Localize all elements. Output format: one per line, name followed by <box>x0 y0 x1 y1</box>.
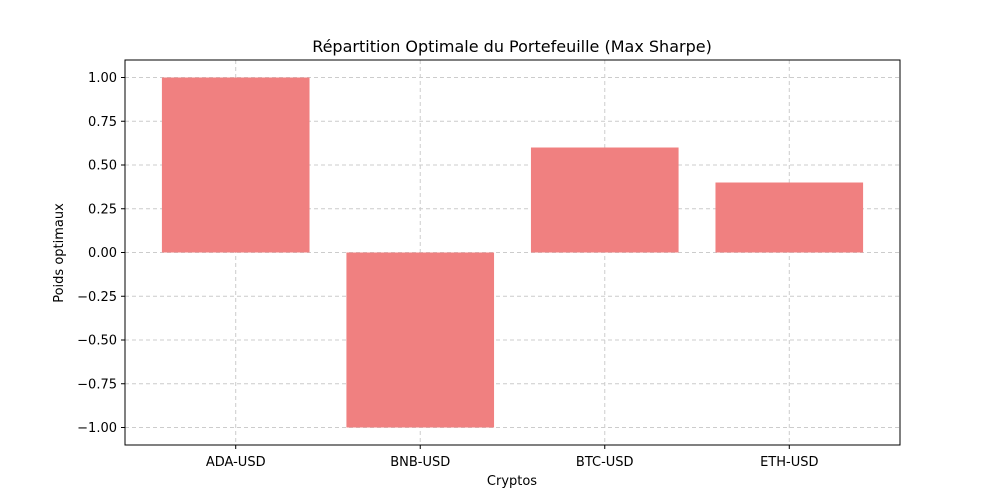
x-tick-label: ADA-USD <box>206 455 266 470</box>
bar-eth-usd <box>715 182 864 253</box>
y-tick-label: −0.25 <box>77 290 117 305</box>
y-tick-label: −0.50 <box>77 334 117 349</box>
chart-title: Répartition Optimale du Portefeuille (Ma… <box>312 37 712 56</box>
x-tick-label: BTC-USD <box>576 455 634 470</box>
bar-btc-usd <box>530 147 679 253</box>
x-axis-ticks: ADA-USD BNB-USD BTC-USD ETH-USD <box>206 445 818 470</box>
y-tick-label: 0.00 <box>88 246 117 261</box>
y-axis-title: Poids optimaux <box>52 203 67 303</box>
bar-bnb-usd <box>346 252 495 428</box>
y-tick-label: 1.00 <box>88 71 117 86</box>
y-axis-ticks: −1.00 −0.75 −0.50 −0.25 0.00 0.25 0.50 0.75 1.00 <box>77 71 125 436</box>
bar-ada-usd <box>161 77 310 253</box>
x-axis-title: Cryptos <box>487 474 537 489</box>
bars-layer <box>161 77 864 428</box>
y-tick-label: −0.75 <box>77 377 117 392</box>
y-tick-label: 0.50 <box>88 159 117 174</box>
y-tick-label: 0.75 <box>88 115 117 130</box>
x-tick-label: ETH-USD <box>760 455 818 470</box>
y-tick-label: −1.00 <box>77 421 117 436</box>
y-tick-label: 0.25 <box>88 202 117 217</box>
x-tick-label: BNB-USD <box>390 455 450 470</box>
